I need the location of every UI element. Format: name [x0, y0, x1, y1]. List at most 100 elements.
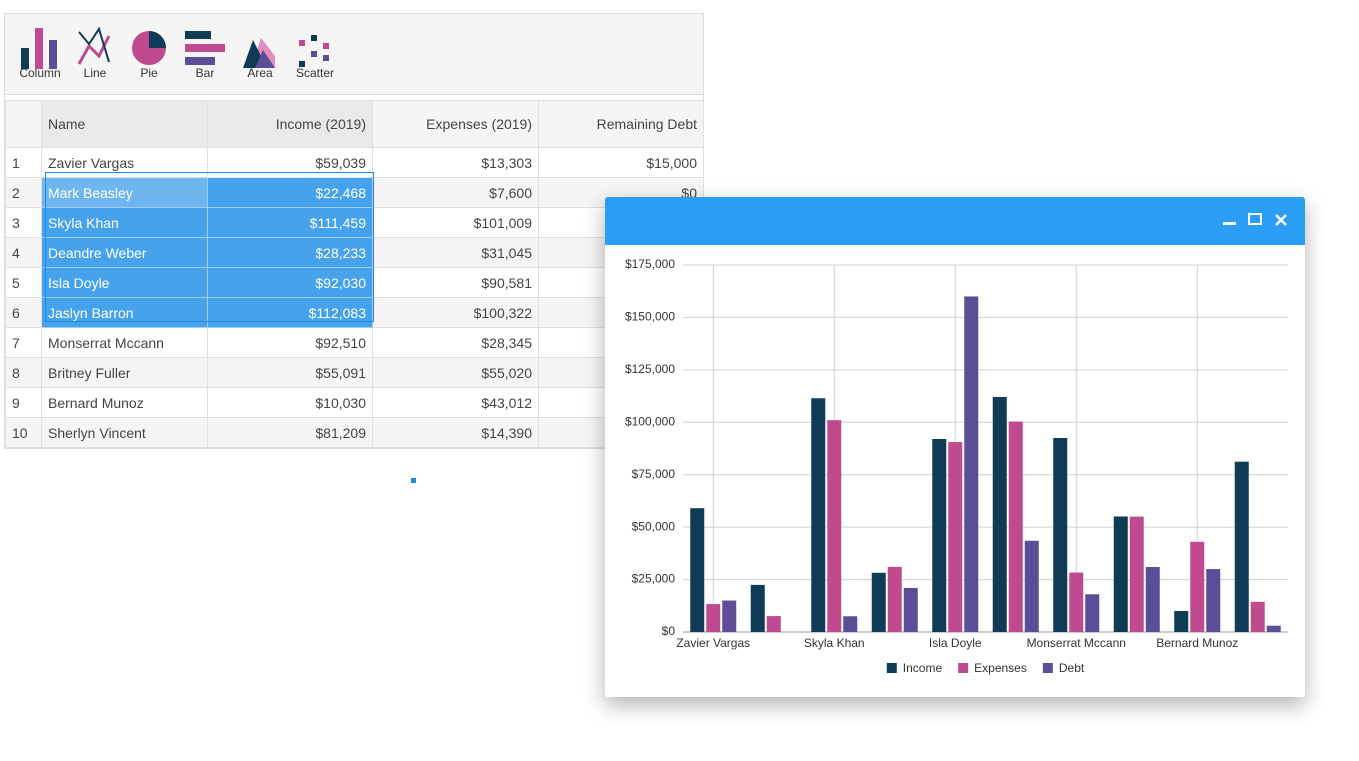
chart: $0 $25,000 $50,000 $75,000 $100,000 $125,000 $…: [605, 197, 1305, 675]
table-row: 9 Bernard Munoz $10,030 $43,012: [5, 387, 704, 418]
pie-button[interactable]: Pie: [132, 31, 166, 80]
table-cell: $13,303: [372, 147, 539, 178]
table-cell: $22,468: [207, 177, 373, 208]
bar: [932, 438, 947, 632]
window-header: [605, 197, 1305, 245]
data-table: Name Income (2019) Expenses (2019) Remainin…: [5, 100, 704, 448]
toolbar-label: Line: [84, 66, 107, 80]
y-tick-label: $25,000: [632, 572, 676, 586]
y-tick-label: $75,000: [632, 467, 676, 481]
maximize-button[interactable]: [1248, 213, 1262, 225]
row-number: 10: [5, 417, 42, 448]
row-number: 2: [5, 177, 42, 208]
chart-window: $0 $25,000 $50,000 $75,000 $100,000 $125,000 $…: [605, 197, 1305, 697]
bar: [871, 572, 886, 632]
bar: [1145, 566, 1160, 632]
table-cell: $92,030: [207, 267, 373, 298]
row-number: 3: [5, 207, 42, 238]
bar-button[interactable]: Bar: [185, 31, 225, 80]
row-number: 6: [5, 297, 42, 328]
column-header: Remaining Debt: [538, 100, 704, 148]
bar: [1190, 541, 1205, 632]
y-tick-label: $125,000: [625, 362, 675, 376]
legend-label: Income: [903, 661, 943, 675]
corner-cell: [5, 100, 42, 148]
table-cell: Deandre Weber: [41, 237, 208, 268]
bar: [706, 604, 721, 632]
line-button[interactable]: Line: [77, 26, 111, 80]
toolbar-label: Scatter: [296, 66, 334, 80]
bar: [1085, 594, 1100, 632]
bar: [1069, 572, 1084, 632]
row-number: 9: [5, 387, 42, 418]
table-row: 5 Isla Doyle $92,030 $90,581: [5, 267, 704, 298]
toolbar-label: Area: [247, 66, 273, 80]
table-cell: $111,459: [207, 207, 373, 238]
bar: [964, 296, 979, 632]
bar: [766, 616, 781, 632]
x-tick-label: Bernard Munoz: [1156, 636, 1238, 650]
legend: Income Expenses Debt: [886, 661, 1085, 675]
close-button[interactable]: [1275, 214, 1287, 226]
header-row: Name Income (2019) Expenses (2019) Remainin…: [5, 100, 704, 148]
legend-label: Expenses: [974, 661, 1027, 675]
legend-swatch: [886, 663, 897, 673]
y-tick-label: $50,000: [632, 519, 676, 533]
table-cell: $81,209: [207, 417, 373, 448]
bar: [992, 396, 1007, 632]
table-cell: Zavier Vargas: [41, 147, 208, 178]
area-button[interactable]: Area: [243, 38, 275, 80]
table-cell: $101,009: [372, 207, 539, 238]
table-cell: $43,012: [372, 387, 539, 418]
column-button[interactable]: Column: [19, 28, 61, 80]
table-cell: Monserrat Mccann: [41, 327, 208, 358]
table-row: 2 Mark Beasley $22,468 $7,600 $0: [5, 177, 704, 208]
scatter-button[interactable]: Scatter: [296, 35, 334, 80]
minimize-button[interactable]: [1223, 222, 1236, 225]
table-cell: $55,020: [372, 357, 539, 388]
legend-label: Debt: [1059, 661, 1085, 675]
table-cell: $92,510: [207, 327, 373, 358]
bar: [827, 420, 842, 632]
bar: [887, 566, 902, 632]
row-number: 5: [5, 267, 42, 298]
y-tick-label: $175,000: [625, 257, 675, 271]
row-number: 8: [5, 357, 42, 388]
bar: [903, 587, 918, 632]
table-cell: $59,039: [207, 147, 373, 178]
bar: [1053, 437, 1068, 632]
table-row: 3 Skyla Khan $111,459 $101,009: [5, 207, 704, 238]
table-row: 1 Zavier Vargas $59,039 $13,303 $15,000: [5, 147, 704, 178]
bar: [1266, 625, 1281, 632]
table-row: 10 Sherlyn Vincent $81,209 $14,390: [5, 417, 704, 448]
toolbar-label: Column: [19, 66, 60, 80]
table-cell: Sherlyn Vincent: [41, 417, 208, 448]
table-cell: $14,390: [372, 417, 539, 448]
spreadsheet: Column Line Pie Bar Area Scatter Name Inc…: [4, 13, 704, 484]
table-cell: $55,091: [207, 357, 373, 388]
fill-handle[interactable]: [410, 477, 417, 484]
bar: [1206, 569, 1221, 632]
x-tick-label: Monserrat Mccann: [1027, 636, 1126, 650]
table-cell: Skyla Khan: [41, 207, 208, 238]
bar: [722, 600, 737, 632]
table-cell: Britney Fuller: [41, 357, 208, 388]
bar: [1234, 461, 1249, 632]
legend-swatch: [1042, 663, 1053, 673]
bar: [1024, 540, 1039, 632]
table-row: 6 Jaslyn Barron $112,083 $100,322: [5, 297, 704, 328]
bar: [690, 508, 705, 632]
y-tick-label: $100,000: [625, 414, 675, 428]
bar: [1008, 421, 1023, 632]
table-cell: Isla Doyle: [41, 267, 208, 298]
toolbar-label: Pie: [140, 66, 158, 80]
table-cell: $7,600: [372, 177, 539, 208]
table-cell: $15,000: [538, 147, 704, 178]
y-tick-label: $150,000: [625, 310, 675, 324]
x-tick-label: Isla Doyle: [929, 636, 982, 650]
toolbar-label: Bar: [196, 66, 215, 80]
y-tick-label: $0: [662, 624, 676, 638]
table-cell: $112,083: [207, 297, 373, 328]
x-tick-label: Skyla Khan: [804, 636, 865, 650]
column-header: Income (2019): [207, 100, 373, 148]
